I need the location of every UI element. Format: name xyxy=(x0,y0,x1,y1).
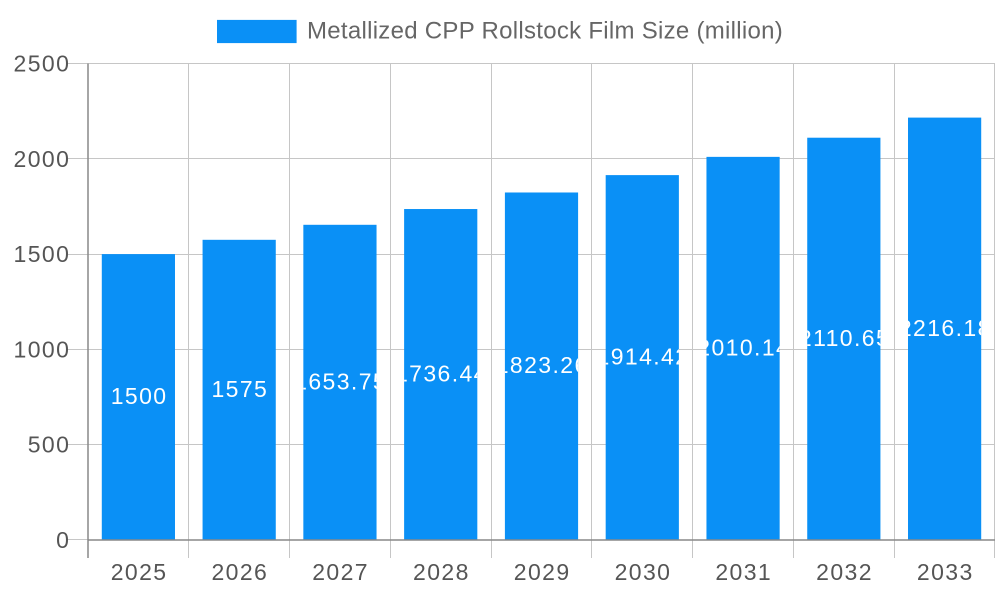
svg-text:2000: 2000 xyxy=(14,146,71,172)
svg-text:500: 500 xyxy=(28,432,71,458)
svg-text:2033: 2033 xyxy=(917,559,974,585)
svg-text:2110.65: 2110.65 xyxy=(799,325,890,351)
svg-text:Metallized CPP Rollstock Film: Metallized CPP Rollstock Film Size (mill… xyxy=(307,18,783,45)
svg-text:2025: 2025 xyxy=(111,559,168,585)
svg-text:2026: 2026 xyxy=(211,559,268,585)
svg-text:1653.75: 1653.75 xyxy=(294,368,387,394)
svg-text:1500: 1500 xyxy=(14,241,71,267)
svg-text:1736.44: 1736.44 xyxy=(395,361,488,387)
svg-text:2500: 2500 xyxy=(14,51,71,77)
svg-text:1914.42: 1914.42 xyxy=(597,344,690,370)
svg-text:2010.14: 2010.14 xyxy=(697,334,790,360)
svg-text:0: 0 xyxy=(56,527,70,553)
svg-text:2032: 2032 xyxy=(816,559,873,585)
svg-text:1000: 1000 xyxy=(14,336,71,362)
svg-text:2031: 2031 xyxy=(715,559,772,585)
svg-text:2029: 2029 xyxy=(514,559,571,585)
svg-text:1500: 1500 xyxy=(111,383,168,409)
svg-text:1575: 1575 xyxy=(211,376,268,402)
svg-text:2027: 2027 xyxy=(312,559,369,585)
svg-text:2216.18: 2216.18 xyxy=(899,315,992,341)
svg-text:2028: 2028 xyxy=(413,559,470,585)
svg-text:1823.26: 1823.26 xyxy=(496,352,589,378)
svg-text:2030: 2030 xyxy=(615,559,672,585)
